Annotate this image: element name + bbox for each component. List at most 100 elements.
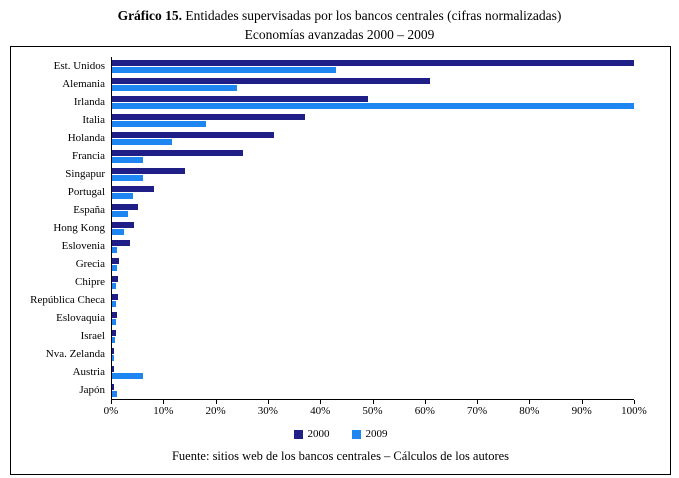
category-label: Austria	[72, 366, 105, 378]
chart-row: Alemania	[15, 75, 634, 93]
x-tick-label: 50%	[362, 405, 383, 417]
category-label: Alemania	[62, 78, 105, 90]
bar-2000	[112, 329, 116, 336]
bar-2009	[112, 246, 118, 253]
title-prefix: Gráfico 15.	[117, 8, 183, 23]
x-tick	[111, 400, 112, 404]
chart-title: Gráfico 15. Entidades supervisadas por l…	[0, 0, 679, 45]
x-tick-label: 0%	[103, 405, 119, 417]
chart-row: Eslovaquia	[15, 309, 634, 327]
bar-2000	[112, 149, 243, 156]
bar-2009	[112, 336, 115, 343]
category-label: Singapur	[65, 168, 105, 180]
bar-2009	[112, 372, 144, 379]
bar-group	[111, 57, 634, 75]
chart-row: Israel	[15, 327, 634, 345]
chart-row: Italia	[15, 111, 634, 129]
category-label: Japón	[79, 384, 105, 396]
category-label: Francia	[72, 150, 105, 162]
bar-2009	[112, 228, 124, 235]
x-tick	[163, 400, 165, 404]
x-tick	[215, 400, 217, 404]
x-axis: 0% 10% 20% 30% 40% 50% 60% 70% 80% 90% 100%	[104, 399, 647, 420]
title-text: Entidades supervisadas por los bancos ce…	[182, 8, 562, 23]
category-label: Est. Unidos	[53, 60, 105, 72]
bar-group	[111, 363, 634, 381]
bar-group	[111, 291, 634, 309]
legend-swatch-2009	[351, 429, 361, 439]
x-tick	[267, 400, 269, 404]
legend-item-2000: 2000	[293, 428, 330, 440]
x-tick-label: 70%	[467, 405, 488, 417]
legend-swatch-2000	[293, 429, 303, 439]
x-tick	[320, 400, 322, 404]
title-line1: Gráfico 15. Entidades supervisadas por l…	[0, 7, 679, 26]
bar-group	[111, 327, 634, 345]
bar-2000	[112, 131, 274, 138]
chart-row: Singapur	[15, 165, 634, 183]
bar-2009	[112, 138, 173, 145]
bar-2000	[112, 95, 368, 102]
bar-2000	[112, 347, 115, 354]
category-label: Hong Kong	[53, 222, 105, 234]
bar-2000	[112, 167, 186, 174]
x-tick-label: 60%	[414, 405, 435, 417]
bar-2000	[112, 59, 634, 66]
bar-2009	[112, 264, 118, 271]
legend: 2000 2009	[11, 428, 670, 440]
bar-2009	[112, 156, 144, 163]
category-label: Holanda	[67, 132, 105, 144]
chart-row: Irlanda	[15, 93, 634, 111]
chart-row: República Checa	[15, 291, 634, 309]
bar-2009	[112, 120, 206, 127]
bar-2009	[112, 84, 238, 91]
bar-2000	[112, 311, 118, 318]
category-label: Irlanda	[73, 96, 105, 108]
chart-row: Nva. Zelanda	[15, 345, 634, 363]
title-line2: Economías avanzadas 2000 – 2009	[244, 26, 435, 42]
bar-group	[111, 273, 634, 291]
category-label: República Checa	[30, 294, 105, 306]
bar-2009	[112, 318, 116, 325]
category-label: España	[73, 204, 105, 216]
bar-group	[111, 147, 634, 165]
plot-area: Est. Unidos Alemania Irlanda Italia Holanda F…	[15, 57, 647, 420]
bar-group	[111, 75, 634, 93]
x-tick	[634, 400, 635, 404]
bar-2000	[112, 257, 120, 264]
category-label: Israel	[80, 330, 105, 342]
x-tick-label: 80%	[519, 405, 540, 417]
bar-2009	[112, 102, 634, 109]
bar-group	[111, 381, 634, 399]
chart-row: Eslovenia	[15, 237, 634, 255]
chart-row: Hong Kong	[15, 219, 634, 237]
bar-2000	[112, 221, 135, 228]
bar-2009	[112, 210, 128, 217]
legend-item-2009: 2009	[351, 428, 388, 440]
x-tick-label: 100%	[621, 405, 647, 417]
bar-2000	[112, 365, 115, 372]
bar-2000	[112, 383, 114, 390]
bar-rows: Est. Unidos Alemania Irlanda Italia Holanda F…	[15, 57, 634, 399]
bar-2000	[112, 275, 118, 282]
bar-2009	[112, 174, 144, 181]
bar-group	[111, 201, 634, 219]
legend-label-2000: 2000	[307, 428, 330, 440]
chart-row: España	[15, 201, 634, 219]
bar-group	[111, 93, 634, 111]
x-tick	[477, 400, 479, 404]
legend-label-2009: 2009	[365, 428, 388, 440]
bar-group	[111, 309, 634, 327]
category-label: Eslovenia	[61, 240, 105, 252]
source-note: Fuente: sitios web de los bancos central…	[171, 449, 510, 463]
chart-row: Holanda	[15, 129, 634, 147]
chart-row: Francia	[15, 147, 634, 165]
category-label: Portugal	[67, 186, 105, 198]
bar-group	[111, 111, 634, 129]
bar-2009	[112, 282, 116, 289]
bar-group	[111, 237, 634, 255]
x-tick	[372, 400, 374, 404]
chart-row: Grecia	[15, 255, 634, 273]
bar-group	[111, 345, 634, 363]
